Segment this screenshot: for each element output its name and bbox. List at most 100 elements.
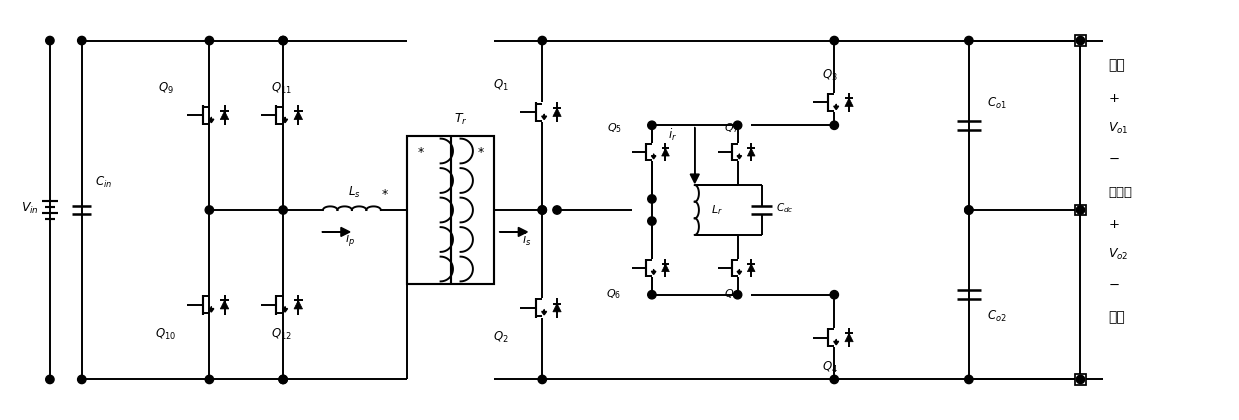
Circle shape bbox=[279, 37, 287, 45]
Text: $V_{in}$: $V_{in}$ bbox=[21, 200, 38, 215]
Circle shape bbox=[733, 121, 742, 129]
Circle shape bbox=[279, 375, 287, 383]
Circle shape bbox=[206, 206, 213, 214]
Text: $L_s$: $L_s$ bbox=[348, 184, 361, 200]
Polygon shape bbox=[553, 108, 561, 116]
Circle shape bbox=[538, 206, 546, 214]
FancyArrow shape bbox=[737, 154, 742, 159]
Circle shape bbox=[553, 206, 561, 214]
Circle shape bbox=[538, 375, 546, 383]
Circle shape bbox=[279, 206, 287, 214]
Circle shape bbox=[279, 37, 287, 45]
Polygon shape bbox=[747, 148, 755, 156]
Circle shape bbox=[46, 375, 55, 383]
Circle shape bbox=[648, 217, 657, 225]
Text: $+$: $+$ bbox=[1109, 92, 1120, 105]
Text: $Q_{10}$: $Q_{10}$ bbox=[155, 327, 176, 342]
Text: $C_{o2}$: $C_{o2}$ bbox=[986, 309, 1006, 324]
Text: $Q_2$: $Q_2$ bbox=[493, 330, 508, 345]
Circle shape bbox=[830, 37, 839, 45]
Circle shape bbox=[830, 291, 839, 299]
FancyArrow shape bbox=[209, 117, 214, 123]
Text: $Q_8$: $Q_8$ bbox=[724, 287, 738, 301]
Text: 负极: 负极 bbox=[1109, 311, 1125, 325]
Polygon shape bbox=[221, 111, 229, 120]
Circle shape bbox=[965, 37, 973, 45]
Text: $C_{in}$: $C_{in}$ bbox=[94, 175, 112, 190]
Text: $i_r$: $i_r$ bbox=[668, 127, 678, 143]
FancyArrow shape bbox=[322, 228, 349, 236]
Circle shape bbox=[648, 291, 657, 299]
Polygon shape bbox=[845, 333, 854, 342]
Circle shape bbox=[1077, 37, 1084, 45]
Circle shape bbox=[648, 121, 657, 129]
FancyArrow shape bbox=[737, 270, 742, 274]
Circle shape bbox=[46, 37, 55, 45]
Polygon shape bbox=[294, 300, 302, 309]
Bar bbox=[1075, 374, 1085, 385]
Text: $*$: $*$ bbox=[416, 144, 425, 158]
FancyArrow shape bbox=[541, 310, 546, 315]
Circle shape bbox=[965, 375, 973, 383]
Polygon shape bbox=[221, 300, 229, 309]
Text: $Q_{12}$: $Q_{12}$ bbox=[271, 327, 292, 342]
Text: $C_{o1}$: $C_{o1}$ bbox=[986, 96, 1006, 111]
Polygon shape bbox=[662, 148, 669, 156]
Circle shape bbox=[965, 206, 973, 214]
Text: 接地极: 接地极 bbox=[1109, 186, 1132, 199]
Text: 正极: 正极 bbox=[1109, 58, 1125, 73]
FancyArrow shape bbox=[834, 104, 839, 110]
FancyArrow shape bbox=[209, 307, 214, 312]
Circle shape bbox=[206, 375, 213, 383]
FancyArrow shape bbox=[652, 154, 655, 159]
FancyArrow shape bbox=[652, 270, 655, 274]
FancyArrow shape bbox=[834, 339, 839, 345]
Text: $V_{o1}$: $V_{o1}$ bbox=[1109, 121, 1129, 136]
Text: $V_{o2}$: $V_{o2}$ bbox=[1109, 247, 1129, 262]
Polygon shape bbox=[845, 98, 854, 107]
Circle shape bbox=[538, 206, 546, 214]
Text: $i_p$: $i_p$ bbox=[344, 231, 354, 249]
Circle shape bbox=[648, 195, 657, 203]
Text: $T_r$: $T_r$ bbox=[453, 112, 467, 127]
FancyArrow shape bbox=[541, 114, 546, 120]
Text: $Q_5$: $Q_5$ bbox=[607, 121, 622, 135]
Circle shape bbox=[830, 121, 839, 129]
Text: $Q_6$: $Q_6$ bbox=[606, 287, 622, 301]
Circle shape bbox=[1077, 206, 1084, 214]
Text: $C_{dc}$: $C_{dc}$ bbox=[777, 201, 794, 215]
Text: $-$: $-$ bbox=[1109, 152, 1120, 165]
Polygon shape bbox=[747, 264, 755, 272]
Text: $Q_4$: $Q_4$ bbox=[823, 360, 839, 375]
FancyArrow shape bbox=[690, 127, 699, 183]
Text: $Q_1$: $Q_1$ bbox=[493, 78, 508, 93]
Text: $+$: $+$ bbox=[1109, 218, 1120, 231]
Circle shape bbox=[830, 375, 839, 383]
Polygon shape bbox=[662, 264, 669, 272]
Circle shape bbox=[78, 37, 85, 45]
Bar bbox=[1075, 205, 1085, 215]
Circle shape bbox=[733, 291, 742, 299]
Text: $-$: $-$ bbox=[1109, 278, 1120, 291]
Text: $*$: $*$ bbox=[380, 186, 389, 199]
FancyArrow shape bbox=[282, 307, 287, 312]
Text: $i_s$: $i_s$ bbox=[522, 232, 532, 248]
FancyArrow shape bbox=[282, 117, 287, 123]
FancyArrow shape bbox=[499, 228, 528, 236]
Polygon shape bbox=[553, 304, 561, 312]
Circle shape bbox=[965, 206, 973, 214]
Text: $Q_3$: $Q_3$ bbox=[823, 68, 838, 83]
Text: $*$: $*$ bbox=[477, 144, 484, 158]
Text: $Q_{11}$: $Q_{11}$ bbox=[271, 81, 292, 96]
Circle shape bbox=[538, 37, 546, 45]
Bar bbox=[406, 136, 494, 284]
Circle shape bbox=[279, 375, 287, 383]
Polygon shape bbox=[294, 111, 302, 120]
Text: $L_r$: $L_r$ bbox=[711, 203, 722, 217]
Circle shape bbox=[78, 375, 85, 383]
Circle shape bbox=[1077, 375, 1084, 383]
Circle shape bbox=[206, 37, 213, 45]
Text: $Q_7$: $Q_7$ bbox=[724, 121, 738, 135]
Bar bbox=[1075, 35, 1085, 46]
Text: $Q_9$: $Q_9$ bbox=[157, 81, 173, 96]
